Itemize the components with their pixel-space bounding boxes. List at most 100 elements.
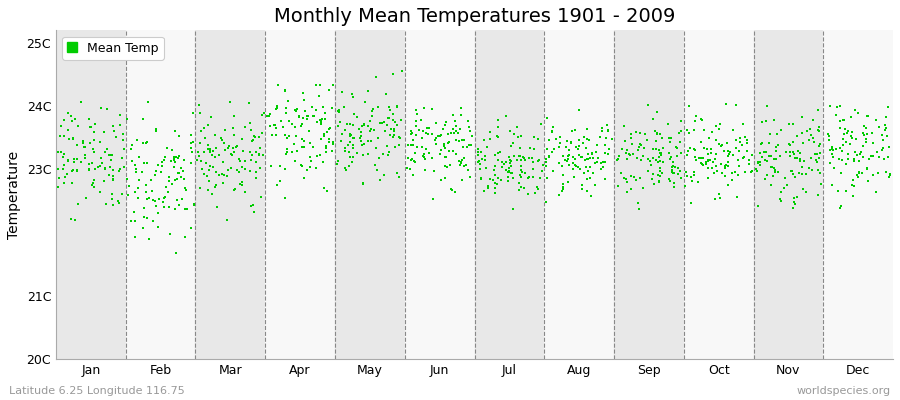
Point — [287, 140, 302, 147]
Point — [326, 82, 340, 88]
Point — [130, 185, 145, 191]
Point — [175, 196, 189, 202]
Point — [390, 104, 404, 110]
Point — [770, 130, 785, 137]
Point — [652, 179, 666, 185]
Point — [203, 146, 218, 152]
Point — [681, 102, 696, 109]
Point — [711, 190, 725, 197]
Point — [64, 113, 78, 119]
Point — [662, 150, 676, 156]
Point — [228, 186, 242, 192]
Point — [786, 149, 800, 156]
Point — [116, 146, 130, 152]
Point — [281, 98, 295, 104]
Point — [78, 152, 93, 159]
Point — [576, 140, 590, 146]
Point — [715, 170, 729, 176]
Point — [521, 175, 535, 181]
Point — [346, 90, 360, 97]
Point — [167, 154, 182, 160]
Point — [829, 146, 843, 152]
Point — [788, 155, 803, 161]
Point — [844, 133, 859, 140]
Point — [836, 142, 850, 149]
Point — [419, 146, 434, 153]
Point — [404, 142, 419, 148]
Point — [482, 129, 497, 135]
Point — [553, 134, 567, 140]
Bar — [266, 30, 335, 359]
Point — [454, 112, 468, 118]
Point — [836, 117, 850, 123]
Point — [649, 157, 663, 164]
Point — [302, 128, 316, 134]
Point — [155, 163, 169, 169]
Point — [714, 143, 728, 150]
Bar — [335, 30, 405, 359]
Point — [125, 142, 140, 148]
Point — [178, 185, 193, 191]
Point — [386, 71, 400, 77]
Point — [698, 159, 713, 165]
Point — [604, 136, 618, 142]
Point — [760, 172, 775, 178]
Point — [536, 168, 550, 175]
Point — [420, 125, 435, 132]
Point — [162, 178, 176, 184]
Point — [66, 135, 80, 142]
Bar — [126, 30, 195, 359]
Point — [690, 179, 705, 185]
Point — [238, 158, 252, 164]
Point — [774, 198, 788, 204]
Point — [709, 151, 724, 157]
Point — [505, 140, 519, 146]
Point — [209, 144, 223, 151]
Point — [350, 150, 365, 156]
Point — [409, 123, 423, 129]
Point — [369, 74, 383, 80]
Point — [739, 148, 753, 154]
Point — [57, 151, 71, 157]
Point — [526, 174, 541, 180]
Point — [883, 171, 897, 177]
Point — [84, 140, 98, 146]
Point — [354, 128, 368, 135]
Point — [704, 150, 718, 156]
Point — [615, 146, 629, 152]
Point — [93, 163, 107, 169]
Point — [568, 162, 582, 168]
Point — [217, 172, 231, 178]
Point — [866, 152, 880, 159]
Point — [408, 159, 422, 165]
Point — [196, 125, 211, 131]
Point — [839, 139, 853, 146]
Point — [438, 122, 453, 128]
Point — [562, 162, 577, 168]
Point — [850, 174, 865, 180]
Point — [171, 170, 185, 176]
Point — [662, 156, 677, 162]
Point — [791, 148, 806, 154]
Point — [764, 182, 778, 188]
Point — [419, 130, 434, 136]
Point — [346, 142, 361, 148]
Point — [462, 167, 476, 173]
Point — [595, 128, 609, 134]
Point — [580, 164, 594, 170]
Point — [646, 146, 661, 152]
Point — [444, 186, 458, 192]
Point — [577, 134, 591, 140]
Point — [641, 102, 655, 108]
Point — [584, 150, 598, 156]
Point — [761, 140, 776, 147]
Point — [371, 135, 385, 141]
Point — [166, 154, 181, 161]
Point — [553, 140, 567, 146]
Point — [882, 144, 896, 150]
Point — [247, 133, 261, 140]
Point — [738, 134, 752, 140]
Point — [430, 132, 445, 139]
Point — [793, 156, 807, 162]
Point — [454, 158, 469, 165]
